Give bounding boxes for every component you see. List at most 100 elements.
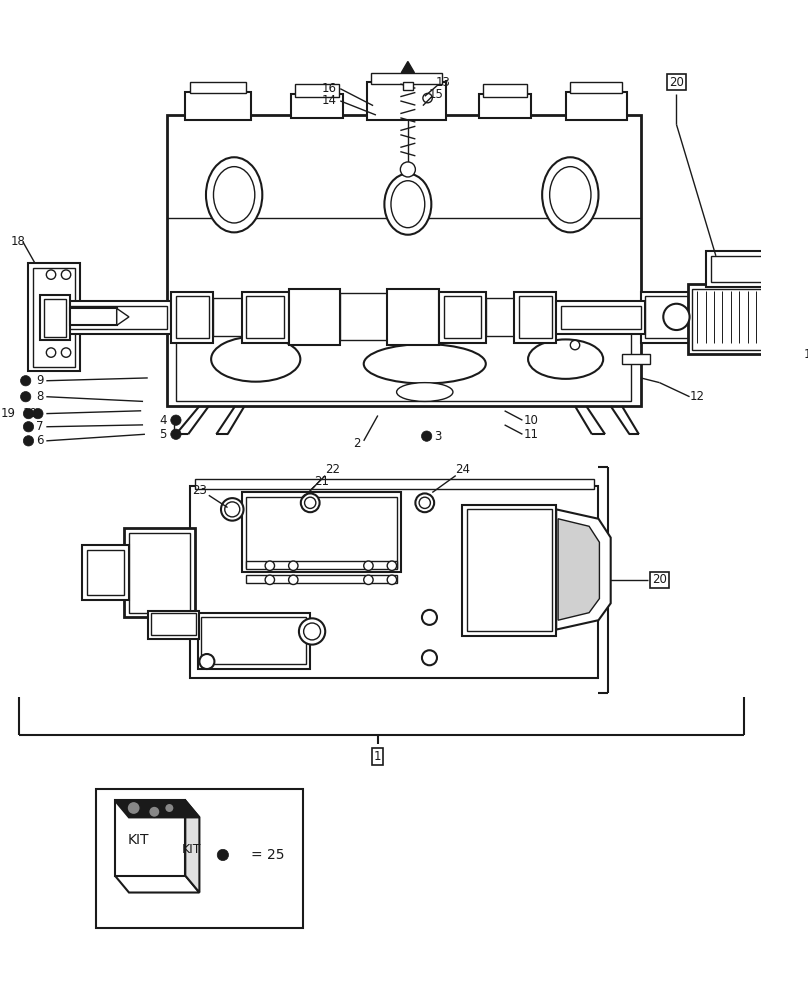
Circle shape bbox=[422, 431, 431, 441]
Text: 19: 19 bbox=[23, 407, 38, 420]
Text: KIT: KIT bbox=[128, 833, 149, 847]
Ellipse shape bbox=[549, 167, 591, 223]
Polygon shape bbox=[115, 800, 185, 876]
Bar bbox=[711, 256, 768, 282]
Bar bbox=[688, 284, 796, 354]
Bar bbox=[570, 82, 622, 93]
Text: 1: 1 bbox=[374, 750, 381, 763]
Bar bbox=[44, 299, 66, 337]
Circle shape bbox=[20, 376, 31, 386]
Bar bbox=[150, 613, 196, 635]
Text: 7: 7 bbox=[36, 420, 44, 433]
Bar bbox=[86, 550, 124, 595]
Circle shape bbox=[221, 498, 243, 521]
Circle shape bbox=[46, 270, 56, 279]
Bar bbox=[213, 298, 242, 336]
Text: 12: 12 bbox=[689, 390, 705, 403]
Bar bbox=[176, 296, 208, 338]
Bar bbox=[519, 296, 552, 338]
Bar bbox=[242, 492, 402, 572]
Bar bbox=[622, 354, 650, 364]
Circle shape bbox=[225, 502, 240, 517]
Circle shape bbox=[663, 304, 689, 330]
Text: 17: 17 bbox=[804, 348, 808, 361]
Text: 21: 21 bbox=[314, 475, 329, 488]
Bar bbox=[185, 92, 251, 120]
Text: 20: 20 bbox=[669, 76, 684, 89]
Bar bbox=[246, 561, 397, 569]
Text: 20: 20 bbox=[652, 573, 667, 586]
Bar bbox=[82, 545, 129, 600]
Circle shape bbox=[20, 392, 31, 402]
Bar bbox=[69, 308, 117, 325]
Text: 16: 16 bbox=[322, 82, 336, 95]
Text: 24: 24 bbox=[455, 463, 469, 476]
Bar bbox=[96, 789, 303, 928]
Bar bbox=[292, 94, 343, 118]
Circle shape bbox=[301, 493, 320, 512]
Polygon shape bbox=[115, 876, 200, 893]
Bar bbox=[692, 289, 791, 350]
Ellipse shape bbox=[213, 167, 255, 223]
Bar bbox=[467, 509, 552, 631]
Circle shape bbox=[422, 610, 437, 625]
Text: 18: 18 bbox=[11, 235, 26, 248]
Bar bbox=[295, 84, 339, 97]
Circle shape bbox=[305, 497, 316, 508]
Circle shape bbox=[415, 493, 434, 512]
Text: 4: 4 bbox=[159, 414, 166, 427]
Bar bbox=[561, 306, 641, 329]
Bar bbox=[367, 82, 446, 120]
Ellipse shape bbox=[206, 157, 263, 232]
Circle shape bbox=[364, 561, 373, 570]
Circle shape bbox=[200, 654, 214, 669]
Circle shape bbox=[570, 340, 579, 350]
Bar bbox=[387, 289, 439, 345]
Bar bbox=[33, 268, 75, 367]
Circle shape bbox=[299, 618, 326, 645]
Ellipse shape bbox=[364, 344, 486, 384]
Bar bbox=[641, 292, 692, 343]
Polygon shape bbox=[117, 308, 129, 325]
Text: 13: 13 bbox=[436, 76, 451, 89]
Circle shape bbox=[422, 650, 437, 665]
Bar bbox=[444, 296, 481, 338]
Text: 5: 5 bbox=[159, 428, 166, 441]
Circle shape bbox=[265, 561, 275, 570]
Bar bbox=[556, 301, 646, 334]
Text: 14: 14 bbox=[322, 94, 336, 107]
Bar bbox=[288, 289, 340, 345]
Bar bbox=[40, 295, 69, 340]
Ellipse shape bbox=[397, 383, 453, 401]
Bar bbox=[566, 92, 627, 120]
Bar bbox=[242, 292, 288, 343]
Circle shape bbox=[170, 415, 181, 425]
Circle shape bbox=[61, 270, 71, 279]
Text: 6: 6 bbox=[36, 434, 44, 447]
Circle shape bbox=[127, 801, 141, 815]
Bar bbox=[190, 82, 246, 93]
Circle shape bbox=[288, 575, 298, 585]
Text: 15: 15 bbox=[428, 88, 444, 101]
Bar bbox=[371, 73, 442, 84]
Circle shape bbox=[149, 806, 160, 817]
Polygon shape bbox=[558, 519, 600, 620]
Circle shape bbox=[400, 162, 415, 177]
Bar bbox=[462, 505, 556, 636]
Circle shape bbox=[419, 497, 431, 508]
Circle shape bbox=[23, 408, 34, 419]
Bar bbox=[439, 292, 486, 343]
Bar bbox=[403, 82, 413, 90]
Circle shape bbox=[170, 429, 181, 439]
Circle shape bbox=[165, 803, 174, 813]
Ellipse shape bbox=[528, 339, 604, 379]
Bar bbox=[646, 296, 688, 338]
Ellipse shape bbox=[211, 337, 301, 382]
Bar bbox=[49, 301, 171, 334]
Bar bbox=[28, 263, 80, 371]
Text: 9: 9 bbox=[36, 374, 44, 387]
Text: 19: 19 bbox=[0, 407, 15, 420]
Circle shape bbox=[304, 623, 321, 640]
Bar bbox=[171, 292, 213, 343]
Circle shape bbox=[265, 575, 275, 585]
